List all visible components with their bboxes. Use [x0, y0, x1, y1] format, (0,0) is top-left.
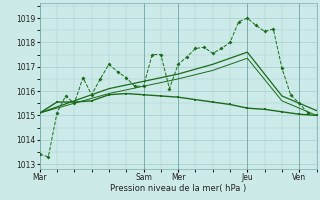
X-axis label: Pression niveau de la mer( hPa ): Pression niveau de la mer( hPa ) — [110, 184, 246, 193]
